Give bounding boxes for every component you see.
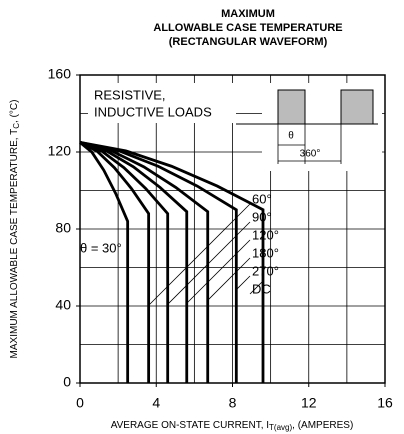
x-tick-label: 0 [76,395,84,411]
curve [79,141,238,383]
leader [148,203,251,306]
series-label: 180° [252,245,279,260]
y-label-part: , (°C) [9,100,20,123]
annotation: θ [288,131,294,142]
pulse [277,89,306,125]
y-tick-label: 80 [55,220,71,236]
x-label-sub: T(avg) [269,423,292,432]
leader [236,275,251,290]
leader [249,280,264,295]
x-tick-label: 16 [377,395,393,411]
series-label: 120° [252,227,279,242]
curve [79,141,210,383]
curve [79,140,265,383]
y-tick-label: 0 [63,374,71,390]
series-label: 60° [252,191,272,206]
x-tick-label: 12 [301,395,317,411]
x-tick-label: 4 [152,395,160,411]
y-axis-label: MAXIMUM ALLOWABLE CASE TEMPERATURE, TC, … [9,100,21,359]
inset-box [88,83,236,123]
chart-title: (RECTANGULAR WAVEFORM) [169,36,328,48]
y-tick-label: 160 [48,66,72,82]
series-label: DC [252,281,271,296]
x-label-part: AVERAGE ON-STATE CURRENT, I [111,420,269,431]
y-label-sub: C [12,123,21,129]
annotation: RESISTIVE, [94,87,166,102]
chart-title: MAXIMUM [221,8,275,20]
chart-title: ALLOWABLE CASE TEMPERATURE [153,22,342,34]
y-tick-label: 40 [55,297,71,313]
curve [79,141,130,383]
annotation: INDUCTIVE LOADS [94,104,212,119]
x-tick-label: 8 [229,395,237,411]
y-label-part: MAXIMUM ALLOWABLE CASE TEMPERATURE, T [9,129,20,359]
x-axis-label: AVERAGE ON-STATE CURRENT, IT(avg), (AMPE… [111,420,354,432]
x-label-part: , (AMPERES) [292,420,353,431]
leader [207,257,251,301]
series-label: θ = 30° [80,240,122,255]
curve [79,141,151,383]
pulse [340,89,374,125]
y-tick-label: 120 [48,143,72,159]
series-label: 270° [252,263,279,278]
annotation: 360° [300,149,321,160]
leader [186,239,251,304]
